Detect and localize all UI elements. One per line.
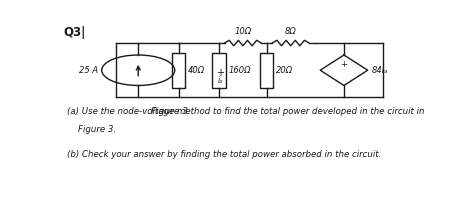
Text: Figure 3.: Figure 3.: [66, 125, 116, 134]
Bar: [212, 53, 226, 88]
Text: +: +: [340, 60, 347, 69]
Bar: [172, 53, 185, 88]
Text: Q3|: Q3|: [63, 26, 85, 39]
Text: 40Ω: 40Ω: [188, 66, 205, 75]
Text: iₐ: iₐ: [218, 76, 223, 85]
Text: +: +: [216, 68, 224, 78]
Text: 20Ω: 20Ω: [276, 66, 293, 75]
Text: 84iₐ: 84iₐ: [372, 66, 389, 75]
Text: (b) Check your answer by finding the total power absorbed in the circuit.: (b) Check your answer by finding the tot…: [66, 149, 381, 159]
Text: (a) Use the node-voltage method to find the total power developed in the circuit: (a) Use the node-voltage method to find …: [66, 107, 424, 116]
Text: 10Ω: 10Ω: [234, 27, 252, 36]
Text: 8Ω: 8Ω: [285, 27, 297, 36]
Text: 25 A: 25 A: [79, 66, 98, 75]
Text: Figure 3: Figure 3: [151, 107, 188, 116]
Text: 160Ω: 160Ω: [228, 66, 251, 75]
Bar: [260, 53, 273, 88]
